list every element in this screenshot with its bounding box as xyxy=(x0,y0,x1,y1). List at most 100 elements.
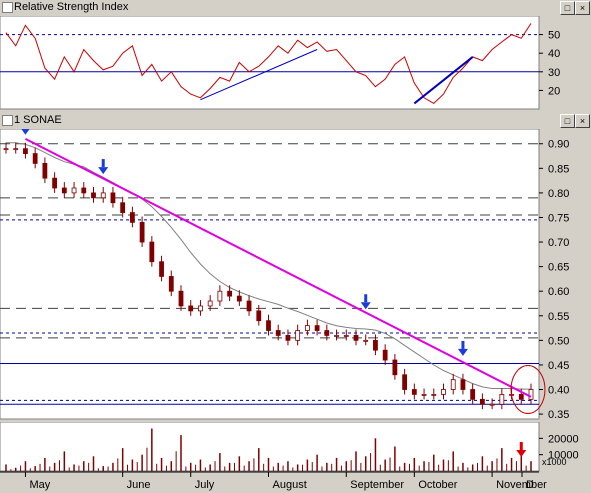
rsi-titlebar: Relative Strength Index □ × xyxy=(0,0,591,16)
price-candle-body xyxy=(275,330,281,336)
price-candle-body xyxy=(470,389,476,400)
price-candle-body xyxy=(178,290,184,307)
price-tick-label: 0.70 xyxy=(548,237,569,249)
price-candle-body xyxy=(382,349,388,361)
price-tick-label: 0.55 xyxy=(548,311,569,323)
price-candle-body xyxy=(441,389,446,395)
price-candle-body xyxy=(402,374,408,390)
price-candle-body xyxy=(236,295,242,302)
price-tick-label: 0.60 xyxy=(548,286,569,298)
price-tick-label: 0.50 xyxy=(548,335,569,347)
price-candle-body xyxy=(314,325,320,331)
panel-menu-icon[interactable] xyxy=(2,115,13,126)
price-candle-body xyxy=(168,276,174,292)
x-axis-month-label: November xyxy=(496,479,547,491)
price-moving-average xyxy=(6,142,531,390)
rsi-tick-label: 50 xyxy=(548,30,560,42)
price-tick-label: 0.80 xyxy=(548,188,569,200)
volume-panel: 10000 20000 x1000 May June July August Septembe… xyxy=(0,422,591,493)
price-candle-body xyxy=(91,192,96,199)
price-candle-body xyxy=(295,330,301,341)
price-panel: 1 SONAE □ × 0.35 0.40 0.45 0.50 0.55 0.60 0.65… xyxy=(0,113,591,420)
restore-button[interactable]: □ xyxy=(560,114,575,128)
x-axis-month-label: May xyxy=(29,479,50,491)
x-axis-month-label: October xyxy=(418,479,457,491)
down-arrow-icon xyxy=(98,167,109,175)
price-candle-body xyxy=(421,394,427,396)
red-arrow-shaft xyxy=(519,442,523,451)
volume-tick-label: 10000 xyxy=(548,450,579,462)
x-axis-month-label: July xyxy=(195,479,215,491)
red-down-arrow-icon xyxy=(516,450,527,457)
price-candle-body xyxy=(61,187,67,194)
price-candle-body xyxy=(460,379,466,390)
price-candle-body xyxy=(246,300,252,312)
down-arrow-shaft xyxy=(461,340,465,349)
highlight-circle xyxy=(510,365,546,415)
price-candle-body xyxy=(324,330,330,336)
price-candle-body xyxy=(373,339,378,351)
rsi-title: Relative Strength Index xyxy=(14,1,129,13)
price-candle-body xyxy=(42,163,48,179)
down-arrow-shaft xyxy=(101,159,105,168)
price-candle-body xyxy=(32,153,38,164)
volume-unit-label: x1000 xyxy=(542,457,567,467)
price-candle-body xyxy=(139,221,145,243)
price-plot-area xyxy=(0,129,540,420)
volume-plot-area xyxy=(0,422,540,472)
price-candle-body xyxy=(285,335,291,341)
price-candle-body xyxy=(100,192,106,199)
volume-chart: 10000 20000 x1000 May June July August Septembe… xyxy=(0,422,579,491)
x-axis-month-label: June xyxy=(127,479,151,491)
price-candle-body xyxy=(3,148,9,151)
price-candle-body xyxy=(188,305,194,312)
price-candle-body xyxy=(266,320,271,331)
price-titlebar: 1 SONAE □ × xyxy=(0,113,591,129)
price-candle-body xyxy=(13,148,19,151)
price-candle-body xyxy=(450,379,456,390)
price-candle-body xyxy=(71,187,77,194)
price-trendline xyxy=(24,137,532,398)
price-tick-label: 0.75 xyxy=(548,212,569,224)
x-axis-month-label: August xyxy=(273,479,307,491)
price-candle-body xyxy=(81,187,87,194)
price-title: 1 SONAE xyxy=(14,114,62,126)
price-candle-body xyxy=(227,290,233,297)
price-candle-body xyxy=(489,403,495,406)
price-candle-body xyxy=(207,300,213,307)
price-candle-body xyxy=(518,394,524,400)
price-candle-body xyxy=(159,261,164,277)
price-tick-label: 0.85 xyxy=(548,163,569,175)
price-tick-label: 0.40 xyxy=(548,385,569,397)
close-button[interactable]: × xyxy=(575,114,590,128)
price-chart: 0.35 0.40 0.45 0.50 0.55 0.60 0.65 0.70 0.75 0.80… xyxy=(0,129,569,420)
price-candle-body xyxy=(343,335,349,337)
price-tick-label: 0.65 xyxy=(548,262,569,274)
rsi-panel: Relative Strength Index □ × 20 30 40 50 xyxy=(0,0,591,111)
down-arrow-icon xyxy=(21,129,30,135)
close-button[interactable]: × xyxy=(575,1,590,15)
restore-button[interactable]: □ xyxy=(560,1,575,15)
price-candle-body xyxy=(52,177,58,189)
price-tick-label: 0.45 xyxy=(548,360,569,372)
x-axis-month-label: D xyxy=(526,479,534,491)
price-candle-body xyxy=(334,335,339,337)
price-candle-body xyxy=(392,359,398,376)
x-axis-month-label: September xyxy=(350,479,404,491)
rsi-tick-label: 40 xyxy=(548,48,560,60)
down-arrow-shaft xyxy=(364,294,368,303)
rsi-line xyxy=(5,23,532,105)
panel-menu-icon[interactable] xyxy=(2,2,13,13)
price-candle-body xyxy=(528,389,534,400)
rsi-trendline xyxy=(200,49,318,101)
down-arrow-icon xyxy=(360,302,371,310)
price-candle-body xyxy=(363,339,369,342)
volume-tick-label: 20000 xyxy=(548,433,579,445)
price-candle-body xyxy=(23,148,28,154)
price-candle-body xyxy=(431,394,437,396)
price-candle-body xyxy=(499,394,505,405)
down-arrow-icon xyxy=(457,348,468,356)
price-candle-body xyxy=(149,241,155,263)
price-candle-body xyxy=(479,398,485,405)
rsi-trendline xyxy=(413,56,474,105)
